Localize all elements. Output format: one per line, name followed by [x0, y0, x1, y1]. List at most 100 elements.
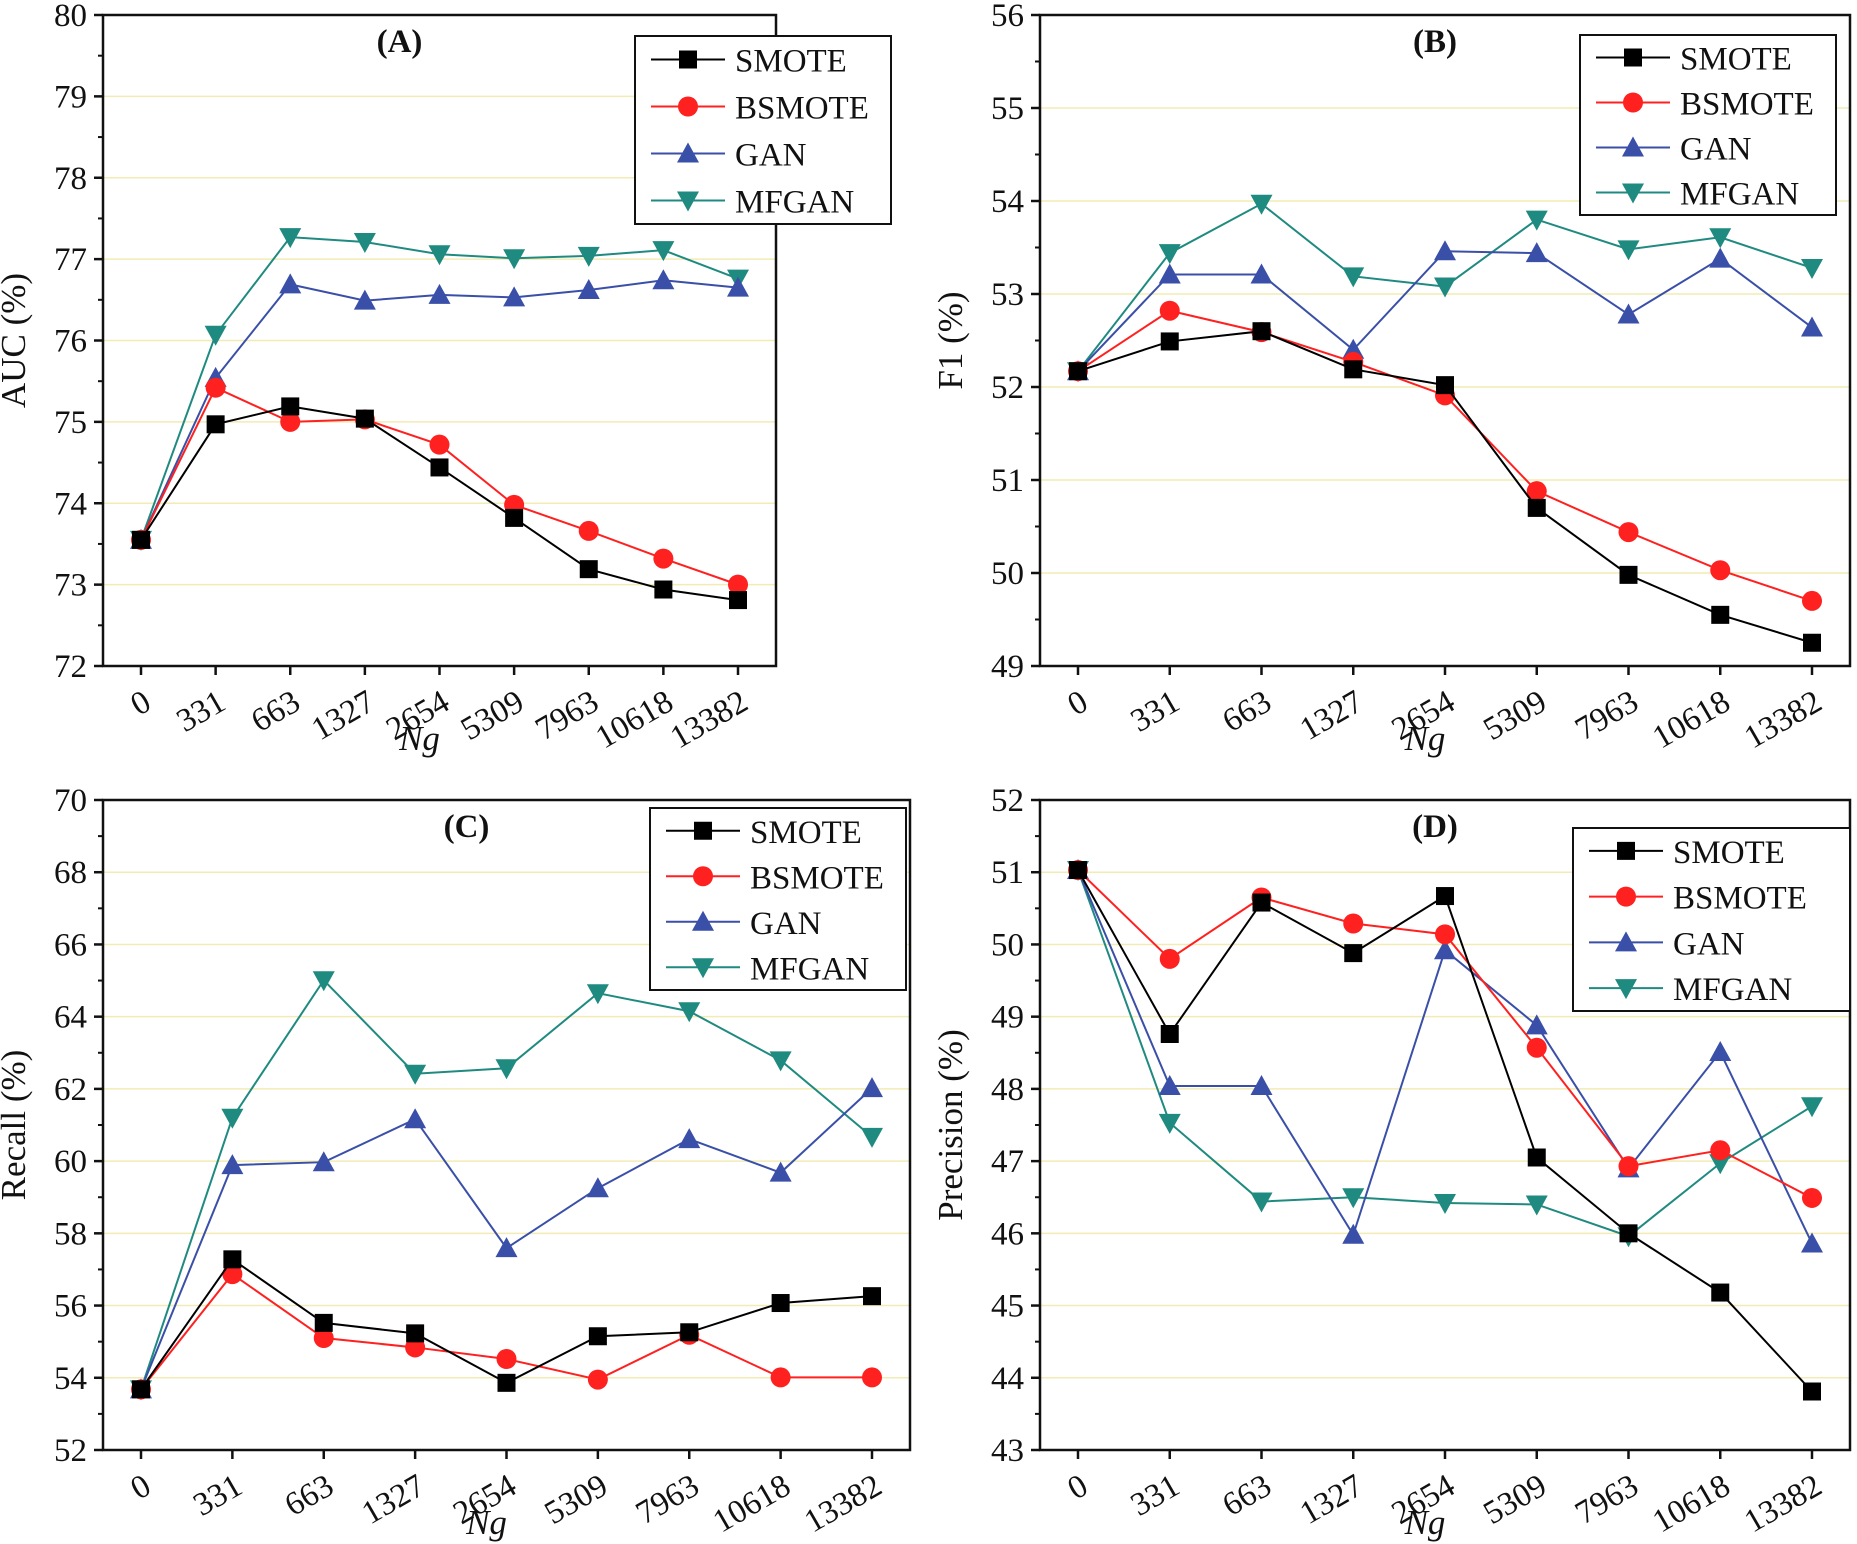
y-tick-label: 51: [991, 463, 1024, 499]
legend-item-bsmote: BSMOTE: [666, 860, 884, 896]
data-point: [496, 1349, 517, 1369]
series-mfgan: [1067, 194, 1823, 383]
legend-label: MFGAN: [750, 951, 869, 987]
data-point: [577, 246, 600, 267]
data-point: [1252, 322, 1271, 341]
y-tick-label: 78: [54, 161, 87, 197]
x-tick-label: 331: [171, 684, 232, 740]
data-point: [206, 415, 225, 434]
data-point: [678, 1128, 701, 1149]
y-tick-label: 74: [54, 486, 87, 522]
data-point: [1711, 605, 1730, 624]
x-tick-label: 7963: [530, 684, 605, 748]
data-point: [1527, 498, 1546, 517]
data-point: [1158, 263, 1181, 284]
data-point: [863, 1287, 881, 1306]
legend-marker: [679, 50, 697, 69]
panel-title: (D): [1412, 809, 1458, 845]
legend-label: MFGAN: [1680, 177, 1799, 213]
data-point: [1250, 1075, 1273, 1095]
y-tick-label: 60: [54, 1144, 87, 1180]
data-point: [1069, 861, 1087, 880]
x-tick-label: 10618: [1647, 684, 1736, 756]
y-tick-label: 50: [991, 927, 1024, 963]
data-point: [495, 1237, 518, 1258]
data-point: [312, 971, 335, 992]
data-point: [281, 397, 300, 416]
x-axis-title: Ng: [1404, 1503, 1446, 1542]
data-point: [1618, 1156, 1639, 1177]
x-tick-label: 13382: [799, 1468, 888, 1540]
y-tick-label: 54: [991, 184, 1024, 220]
x-tick-label: 10618: [707, 1468, 796, 1540]
x-axis-title: Ng: [398, 719, 440, 758]
series-line: [140, 386, 739, 586]
legend-item-gan: GAN: [651, 138, 807, 174]
legend-label: SMOTE: [750, 815, 862, 851]
y-tick-label: 56: [54, 1289, 87, 1325]
y-tick-label: 58: [54, 1216, 87, 1252]
data-point: [1160, 332, 1179, 351]
x-tick-label: 663: [1217, 684, 1278, 740]
legend-marker: [1622, 183, 1644, 204]
data-point: [1525, 1195, 1548, 1216]
series-bsmote: [131, 377, 748, 595]
data-point: [1619, 1224, 1638, 1243]
x-tick-label: 7963: [630, 1468, 705, 1532]
y-tick-label: 66: [54, 927, 87, 963]
data-point: [1709, 1041, 1732, 1062]
x-tick-label: 1327: [356, 1468, 431, 1532]
y-tick-label: 70: [54, 783, 87, 819]
data-point: [1617, 240, 1640, 261]
data-point: [1710, 560, 1731, 581]
legend-item-smote: SMOTE: [666, 815, 862, 851]
data-point: [132, 530, 150, 549]
data-point: [1160, 1025, 1179, 1043]
data-point: [1617, 303, 1640, 324]
y-tick-label: 80: [54, 0, 87, 34]
data-point: [1619, 565, 1638, 584]
y-tick-label: 45: [991, 1289, 1024, 1325]
data-point: [1711, 1283, 1730, 1302]
data-point: [770, 1367, 791, 1388]
data-point: [586, 1177, 609, 1198]
y-tick-label: 76: [54, 324, 87, 360]
y-tick-label: 44: [991, 1361, 1024, 1397]
x-tick-label: 13382: [665, 684, 754, 756]
data-point: [406, 1324, 425, 1343]
legend-marker: [1615, 979, 1637, 1000]
x-tick-label: 331: [1125, 1468, 1186, 1524]
data-point: [353, 233, 376, 254]
x-tick-label: 13382: [1739, 1468, 1828, 1540]
series-smote: [1069, 322, 1821, 652]
data-point: [1525, 242, 1548, 263]
data-point: [221, 1108, 244, 1129]
data-point: [1252, 893, 1271, 912]
y-tick-label: 51: [991, 855, 1024, 891]
data-point: [1801, 1232, 1823, 1253]
data-point: [495, 1059, 518, 1080]
legend-label: GAN: [1673, 926, 1745, 962]
legend-marker: [692, 958, 714, 979]
data-point: [1342, 1223, 1365, 1244]
data-point: [652, 241, 675, 262]
legend-box: [1579, 34, 1837, 216]
y-tick-label: 68: [54, 855, 87, 891]
data-point: [503, 249, 526, 270]
data-point: [1710, 1140, 1731, 1161]
data-point: [1158, 244, 1181, 265]
y-tick-label: 73: [54, 568, 87, 604]
y-tick-label: 77: [54, 242, 87, 278]
series-bsmote: [131, 1264, 882, 1400]
data-point: [861, 1127, 883, 1148]
x-tick-label: 10618: [590, 684, 679, 756]
series-line: [140, 279, 739, 541]
data-point: [1159, 948, 1180, 969]
data-point: [587, 1369, 608, 1390]
x-tick-label: 0: [1062, 1468, 1094, 1507]
legend-item-smote: SMOTE: [1596, 42, 1792, 78]
x-tick-label: 0: [125, 684, 157, 723]
